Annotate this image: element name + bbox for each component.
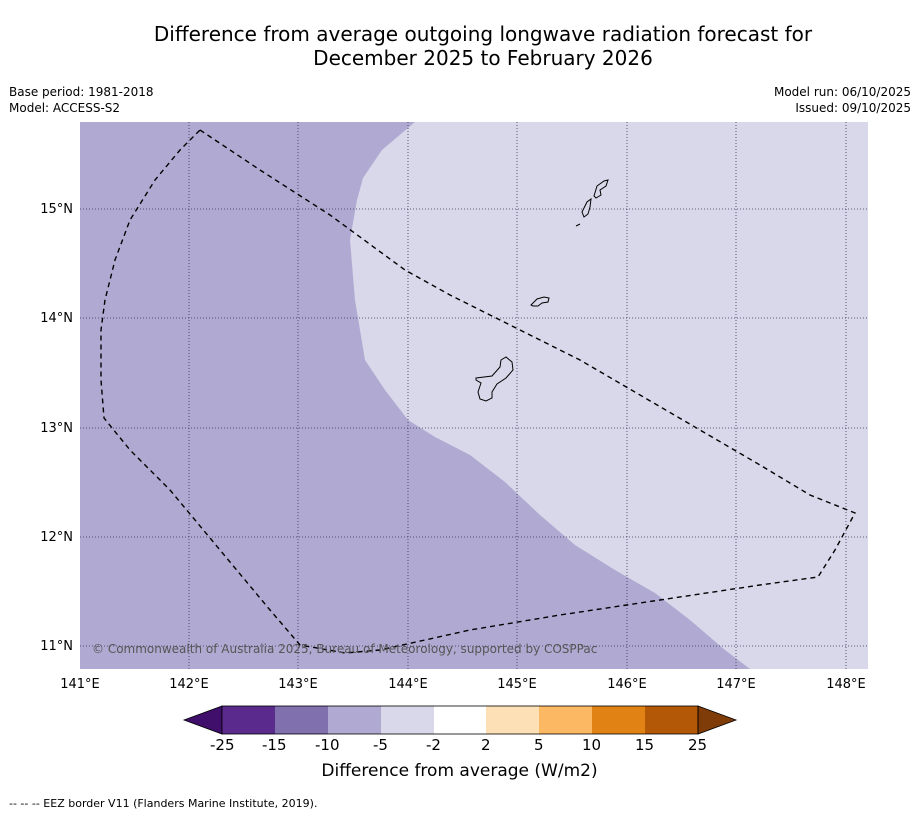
lat-tick: 14°N bbox=[40, 311, 73, 326]
lat-tick: 11°N bbox=[40, 639, 73, 654]
lat-tick: 15°N bbox=[40, 202, 73, 217]
model-name: Model: ACCESS-S2 bbox=[9, 101, 121, 115]
colorbar-max-extend bbox=[697, 705, 738, 735]
colorbar-label: 25 bbox=[688, 736, 708, 754]
lon-tick: 144°E bbox=[388, 677, 428, 692]
lon-tick: 143°E bbox=[278, 677, 318, 692]
graticule bbox=[80, 122, 868, 669]
colorbar-segment bbox=[222, 706, 275, 734]
colorbar-label: 5 bbox=[534, 736, 544, 754]
colorbar-label: -15 bbox=[262, 736, 287, 754]
lon-tick: 147°E bbox=[716, 677, 756, 692]
latitude-tick-labels: 15°N 14°N 13°N 12°N 11°N bbox=[40, 202, 73, 654]
colorbar bbox=[182, 705, 738, 735]
base-period: Base period: 1981-2018 bbox=[9, 85, 154, 99]
island-guam bbox=[475, 356, 514, 402]
title-line-1: Difference from average outgoing longwav… bbox=[153, 22, 813, 46]
colorbar-title: Difference from average (W/m2) bbox=[321, 761, 598, 781]
island-saipan bbox=[593, 179, 609, 199]
eez-footnote: -- -- -- EEZ border V11 (Flanders Marine… bbox=[9, 797, 318, 810]
issued-date: Issued: 09/10/2025 bbox=[795, 101, 911, 115]
colorbar-segment bbox=[275, 706, 328, 734]
lon-tick: 142°E bbox=[169, 677, 209, 692]
meta-left: Base period: 1981-2018 Model: ACCESS-S2 bbox=[9, 84, 154, 116]
colorbar-segment bbox=[434, 706, 486, 734]
lon-tick: 146°E bbox=[607, 677, 647, 692]
model-run: Model run: 06/10/2025 bbox=[773, 85, 911, 99]
colorbar-segment bbox=[328, 706, 381, 734]
colorbar-segment bbox=[486, 706, 539, 734]
anomaly-region-east bbox=[350, 122, 868, 669]
lat-tick: 12°N bbox=[40, 530, 73, 545]
island-tinian bbox=[581, 197, 592, 218]
lat-tick: 13°N bbox=[40, 421, 73, 436]
colorbar-label: -5 bbox=[373, 736, 388, 754]
colorbar-label: 2 bbox=[481, 736, 491, 754]
colorbar-label: -25 bbox=[210, 736, 235, 754]
colorbar-min-extend bbox=[182, 705, 223, 735]
map-figure: © Commonwealth of Australia 2025, Bureau… bbox=[40, 122, 868, 735]
map-title: Difference from average outgoing longwav… bbox=[60, 22, 906, 70]
colorbar-label: 15 bbox=[635, 736, 655, 754]
island-aguijan bbox=[575, 223, 581, 227]
lon-tick: 141°E bbox=[60, 677, 100, 692]
colorbar-label: -10 bbox=[315, 736, 340, 754]
colorbar-segment bbox=[539, 706, 592, 734]
copyright-notice: © Commonwealth of Australia 2025, Bureau… bbox=[92, 642, 597, 656]
island-rota bbox=[530, 296, 550, 307]
lon-tick: 148°E bbox=[826, 677, 866, 692]
islands bbox=[475, 179, 609, 402]
colorbar-segment bbox=[381, 706, 434, 734]
lon-tick: 145°E bbox=[497, 677, 537, 692]
colorbar-label: -2 bbox=[426, 736, 441, 754]
colorbar-outline bbox=[221, 705, 699, 735]
meta-right: Model run: 06/10/2025 Issued: 09/10/2025 bbox=[774, 84, 911, 116]
longitude-tick-labels: 141°E 142°E 143°E 144°E 145°E 146°E 147°… bbox=[60, 677, 866, 692]
colorbar-segment bbox=[592, 706, 645, 734]
colorbar-segment bbox=[645, 706, 698, 734]
title-line-2: December 2025 to February 2026 bbox=[313, 46, 653, 70]
colorbar-label: 10 bbox=[582, 736, 602, 754]
